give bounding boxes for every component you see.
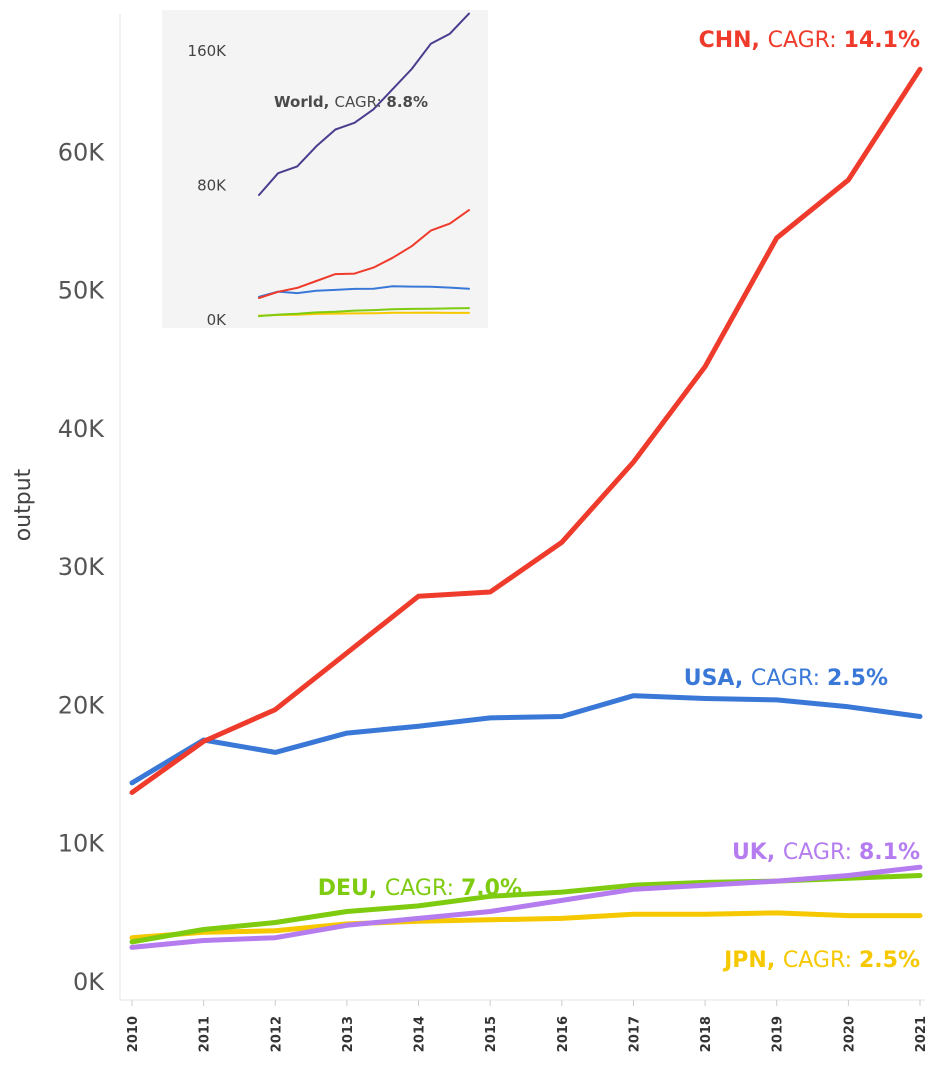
x-tick-label-2014: 2014 [413, 1016, 428, 1052]
x-tick-label-2011: 2011 [198, 1016, 213, 1052]
x-axis-ticks: 2010 2011 2012 2013 2014 2015 2016 2017 2018 2019… [126, 1000, 929, 1052]
y-tick-label-30k: 30K [58, 553, 106, 581]
y-tick-label-10k: 10K [58, 830, 106, 858]
series-line-jpn [129, 910, 923, 941]
x-tick-label-2017: 2017 [627, 1016, 642, 1052]
series-cagr-jpn: 2.5% [859, 948, 920, 973]
series-line-usa [129, 693, 923, 786]
series-cagr-label-usa: CAGR: [751, 666, 820, 691]
series-cagr-label-chn: CAGR: [768, 28, 837, 53]
inset-series-lines [258, 12, 470, 318]
x-tick-label-2015: 2015 [484, 1016, 499, 1052]
x-tick-label-2010: 2010 [126, 1016, 141, 1052]
inset-series-line-deu [258, 307, 470, 318]
series-name-uk: UK [732, 840, 768, 865]
series-label-uk: UK, CAGR: 8.1% [732, 840, 920, 865]
series-name-usa: USA [684, 666, 735, 691]
y-tick-label-40k: 40K [58, 415, 106, 443]
inset-y-tick-label-80k: 80K [197, 177, 227, 195]
y-tick-label-20k: 20K [58, 691, 106, 719]
inset-series-line-chn [258, 209, 470, 299]
x-tick-label-2019: 2019 [771, 1016, 786, 1052]
inset-series-cagr-label-world: CAGR: [335, 93, 382, 111]
series-cagr-usa: 2.5% [827, 666, 888, 691]
inset-y-tick-label-160k: 160K [188, 42, 228, 60]
series-label-deu: DEU, CAGR: 7.0% [318, 876, 522, 901]
y-axis-title: output [11, 468, 36, 541]
inset-series-label-world: World, CAGR: 8.8% [274, 93, 428, 111]
series-label-chn: CHN, CAGR: 14.1% [699, 28, 920, 53]
x-tick-label-2018: 2018 [699, 1016, 714, 1052]
series-cagr-uk: 8.1% [859, 840, 920, 865]
inset-series-cagr-world: 8.8% [386, 93, 428, 111]
series-name-jpn: JPN [722, 948, 767, 973]
x-tick-label-2012: 2012 [269, 1016, 284, 1052]
x-tick-label-2021: 2021 [914, 1016, 929, 1052]
series-lines [129, 66, 923, 950]
series-cagr-label-jpn: CAGR: [783, 948, 852, 973]
inset-y-axis-ticks: 0K 80K 160K [188, 42, 228, 329]
inset-y-tick-label-0k: 0K [207, 311, 228, 329]
series-label-jpn: JPN, CAGR: 2.5% [722, 948, 920, 973]
inset-background [162, 10, 488, 328]
inset-series-line-usa [258, 285, 470, 298]
x-tick-label-2016: 2016 [556, 1016, 571, 1052]
series-name-chn: CHN [699, 28, 752, 53]
inset-chart: 0K 80K 160K World, CAGR: 8.8% [162, 10, 488, 329]
inset-series-line-world [258, 12, 470, 196]
series-line-chn [129, 66, 923, 795]
series-name-deu: DEU [318, 876, 369, 901]
series-cagr-label-uk: CAGR: [783, 840, 852, 865]
series-label-usa: USA, CAGR: 2.5% [684, 666, 888, 691]
x-tick-label-2013: 2013 [341, 1016, 356, 1052]
x-tick-label-2020: 2020 [842, 1016, 857, 1052]
series-line-uk [129, 864, 923, 950]
y-axis-ticks: 0K 10K 20K 30K 40K 50K 60K [58, 138, 106, 996]
y-tick-label-0k: 0K [73, 968, 105, 996]
series-cagr-deu: 7.0% [461, 876, 522, 901]
series-cagr-chn: 14.1% [844, 28, 920, 53]
inset-series-name-world: World [274, 93, 324, 111]
y-tick-label-60k: 60K [58, 138, 106, 166]
series-cagr-label-deu: CAGR: [385, 876, 454, 901]
y-tick-label-50k: 50K [58, 277, 106, 305]
